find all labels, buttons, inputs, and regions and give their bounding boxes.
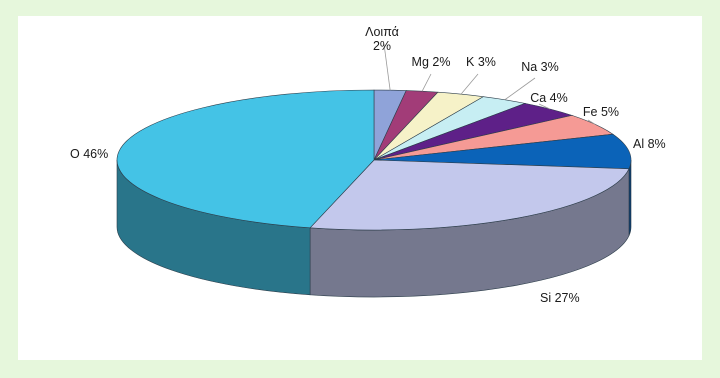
pie-slice-8[interactable] [116, 89, 375, 229]
pie-chart: Λοιπά 2% Mg 2% K 3% Na 3% Ca 4% Fe 5% Al 8% Si 2… [70, 25, 666, 305]
pie-tops [116, 89, 632, 231]
pie-slice-7[interactable] [309, 159, 630, 231]
pie-side-6 [628, 159, 632, 236]
pie-slice-6[interactable] [373, 133, 632, 170]
leader-lines [383, 43, 596, 125]
chart-panel: Λοιπά 2% Mg 2% K 3% Na 3% Ca 4% Fe 5% Al 8% Si 2… [18, 16, 702, 360]
leader-line-5 [587, 119, 596, 125]
leader-line-1 [421, 73, 432, 92]
slice-label-5: Fe 5% [583, 105, 619, 119]
leader-line-3 [504, 77, 536, 101]
leader-line-2 [460, 73, 479, 95]
slice-label-8: O 46% [70, 147, 108, 161]
slice-label-6: Al 8% [633, 137, 666, 151]
leader-line-0 [383, 43, 391, 91]
slice-label-2: K 3% [466, 55, 496, 69]
slice-label-4: Ca 4% [530, 91, 568, 105]
slice-label-0: Λοιπά 2% [365, 25, 399, 53]
slice-label-7: Si 27% [540, 291, 580, 305]
pie-sides [116, 159, 632, 298]
slice-labels: Λοιπά 2% Mg 2% K 3% Na 3% Ca 4% Fe 5% Al 8% Si 2… [70, 25, 666, 305]
slice-label-3: Na 3% [521, 60, 559, 74]
leader-line-4 [538, 103, 551, 110]
slice-label-1: Mg 2% [412, 55, 451, 69]
